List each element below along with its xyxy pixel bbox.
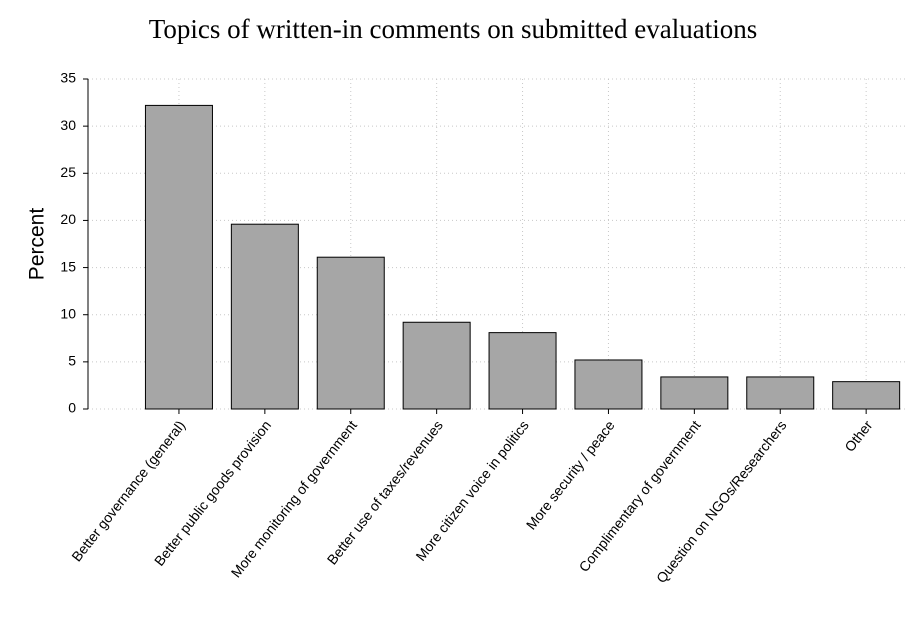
bar <box>316 256 385 410</box>
bar <box>660 376 729 410</box>
bar <box>402 321 471 410</box>
y-axis-label: Percent <box>26 208 49 281</box>
chart-title: Topics of written-in comments on submitt… <box>149 14 758 44</box>
y-tick-label: 10 <box>60 305 76 321</box>
y-tick-label: 15 <box>60 258 76 274</box>
bar <box>230 223 299 410</box>
y-tick-label: 20 <box>60 211 76 227</box>
bar <box>746 376 815 410</box>
y-tick-label: 30 <box>60 117 76 133</box>
y-tick-label: 5 <box>68 353 76 369</box>
bar <box>832 381 901 410</box>
y-tick-label: 25 <box>60 164 76 180</box>
bar <box>574 359 643 410</box>
bar <box>488 332 557 410</box>
y-tick-label: 0 <box>68 400 76 416</box>
y-tick-label: 35 <box>60 70 76 86</box>
bar <box>144 104 213 410</box>
